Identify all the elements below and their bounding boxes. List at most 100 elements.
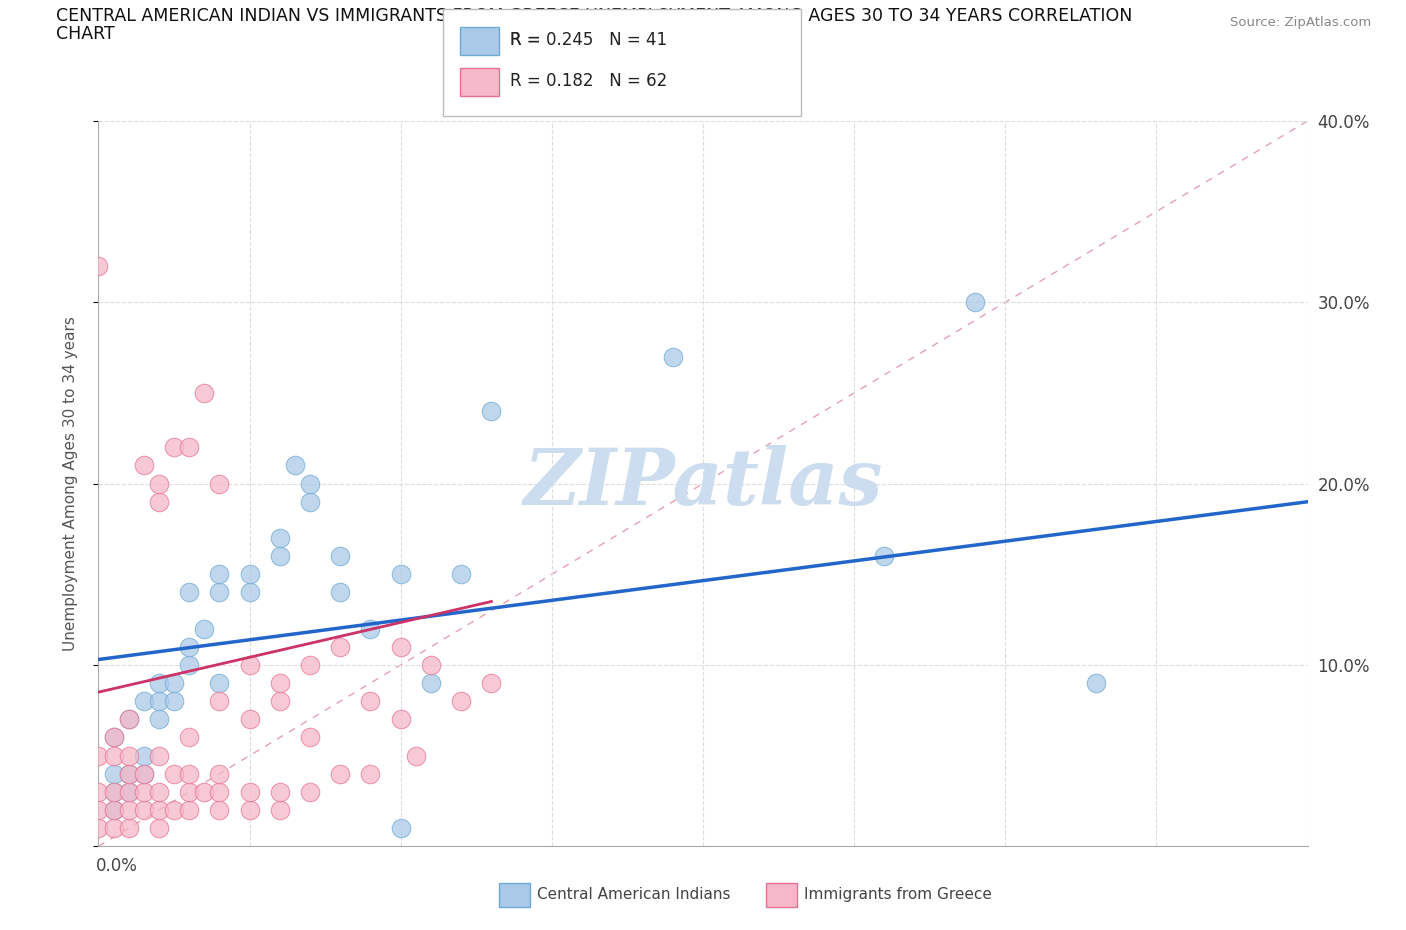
Point <box>179 803 201 817</box>
Point <box>208 585 231 600</box>
Point <box>148 495 170 510</box>
Text: Source: ZipAtlas.com: Source: ZipAtlas.com <box>1230 16 1371 29</box>
Point <box>148 821 170 836</box>
Point <box>420 675 443 690</box>
Y-axis label: Unemployment Among Ages 30 to 34 years: Unemployment Among Ages 30 to 34 years <box>63 316 77 651</box>
Text: 0.0%: 0.0% <box>96 857 138 875</box>
Point <box>118 785 141 800</box>
Point <box>103 730 125 745</box>
Point <box>299 730 322 745</box>
Point <box>87 803 110 817</box>
Point <box>179 585 201 600</box>
Text: Immigrants from Greece: Immigrants from Greece <box>804 887 993 902</box>
Point <box>132 458 155 473</box>
Point <box>103 803 125 817</box>
Point <box>103 785 125 800</box>
Point <box>208 766 231 781</box>
Point <box>239 567 262 582</box>
Point <box>284 458 307 473</box>
Point <box>118 785 141 800</box>
Point <box>360 766 382 781</box>
Point <box>193 386 215 401</box>
Point <box>1085 675 1108 690</box>
Point <box>329 585 352 600</box>
Text: R = 0.245   N = 41: R = 0.245 N = 41 <box>510 31 668 49</box>
Point <box>269 694 291 709</box>
Point <box>329 549 352 564</box>
Point <box>179 766 201 781</box>
Point <box>148 694 170 709</box>
Point <box>873 549 896 564</box>
Text: R =: R = <box>510 31 547 49</box>
Point <box>148 748 170 763</box>
Point <box>103 785 125 800</box>
Point <box>118 766 141 781</box>
Text: CENTRAL AMERICAN INDIAN VS IMMIGRANTS FROM GREECE UNEMPLOYMENT AMONG AGES 30 TO : CENTRAL AMERICAN INDIAN VS IMMIGRANTS FR… <box>56 7 1133 24</box>
Point <box>118 748 141 763</box>
Point <box>239 585 262 600</box>
Point <box>239 712 262 727</box>
Point <box>103 748 125 763</box>
Point <box>208 785 231 800</box>
Point <box>269 675 291 690</box>
Point <box>163 803 186 817</box>
Point <box>208 476 231 491</box>
Point <box>405 748 427 763</box>
Point <box>299 785 322 800</box>
Point <box>481 675 503 690</box>
Point <box>163 440 186 455</box>
Point <box>132 803 155 817</box>
Point <box>450 694 472 709</box>
Point <box>132 694 155 709</box>
Point <box>208 803 231 817</box>
Point <box>118 766 141 781</box>
Point <box>299 495 322 510</box>
Point <box>208 694 231 709</box>
Point <box>269 530 291 545</box>
Point <box>148 712 170 727</box>
Point <box>103 766 125 781</box>
Point <box>148 785 170 800</box>
Point <box>239 785 262 800</box>
Point <box>239 803 262 817</box>
Point <box>389 712 412 727</box>
Point <box>87 748 110 763</box>
Point <box>299 658 322 672</box>
Text: Central American Indians: Central American Indians <box>537 887 731 902</box>
Point <box>208 675 231 690</box>
Point <box>193 785 215 800</box>
Point <box>389 821 412 836</box>
Point <box>132 748 155 763</box>
Point <box>179 658 201 672</box>
Point <box>148 476 170 491</box>
Point <box>148 675 170 690</box>
Text: ZIPatlas: ZIPatlas <box>523 445 883 522</box>
Point <box>269 803 291 817</box>
Point <box>329 766 352 781</box>
Point <box>118 821 141 836</box>
Point <box>118 712 141 727</box>
Point <box>163 694 186 709</box>
Point <box>87 785 110 800</box>
Point <box>420 658 443 672</box>
Point <box>103 803 125 817</box>
Point <box>239 658 262 672</box>
Point <box>87 821 110 836</box>
Point <box>179 785 201 800</box>
Point <box>163 766 186 781</box>
Point <box>132 766 155 781</box>
Point <box>269 785 291 800</box>
Point <box>662 350 685 365</box>
Point <box>132 785 155 800</box>
Point <box>360 694 382 709</box>
Point <box>103 730 125 745</box>
Point <box>389 567 412 582</box>
Point <box>179 440 201 455</box>
Point <box>269 549 291 564</box>
Point <box>360 621 382 636</box>
Text: CHART: CHART <box>56 25 115 43</box>
Point <box>965 295 987 310</box>
Point <box>163 675 186 690</box>
Text: R = 0.182   N = 62: R = 0.182 N = 62 <box>510 72 668 90</box>
Point <box>481 404 503 418</box>
